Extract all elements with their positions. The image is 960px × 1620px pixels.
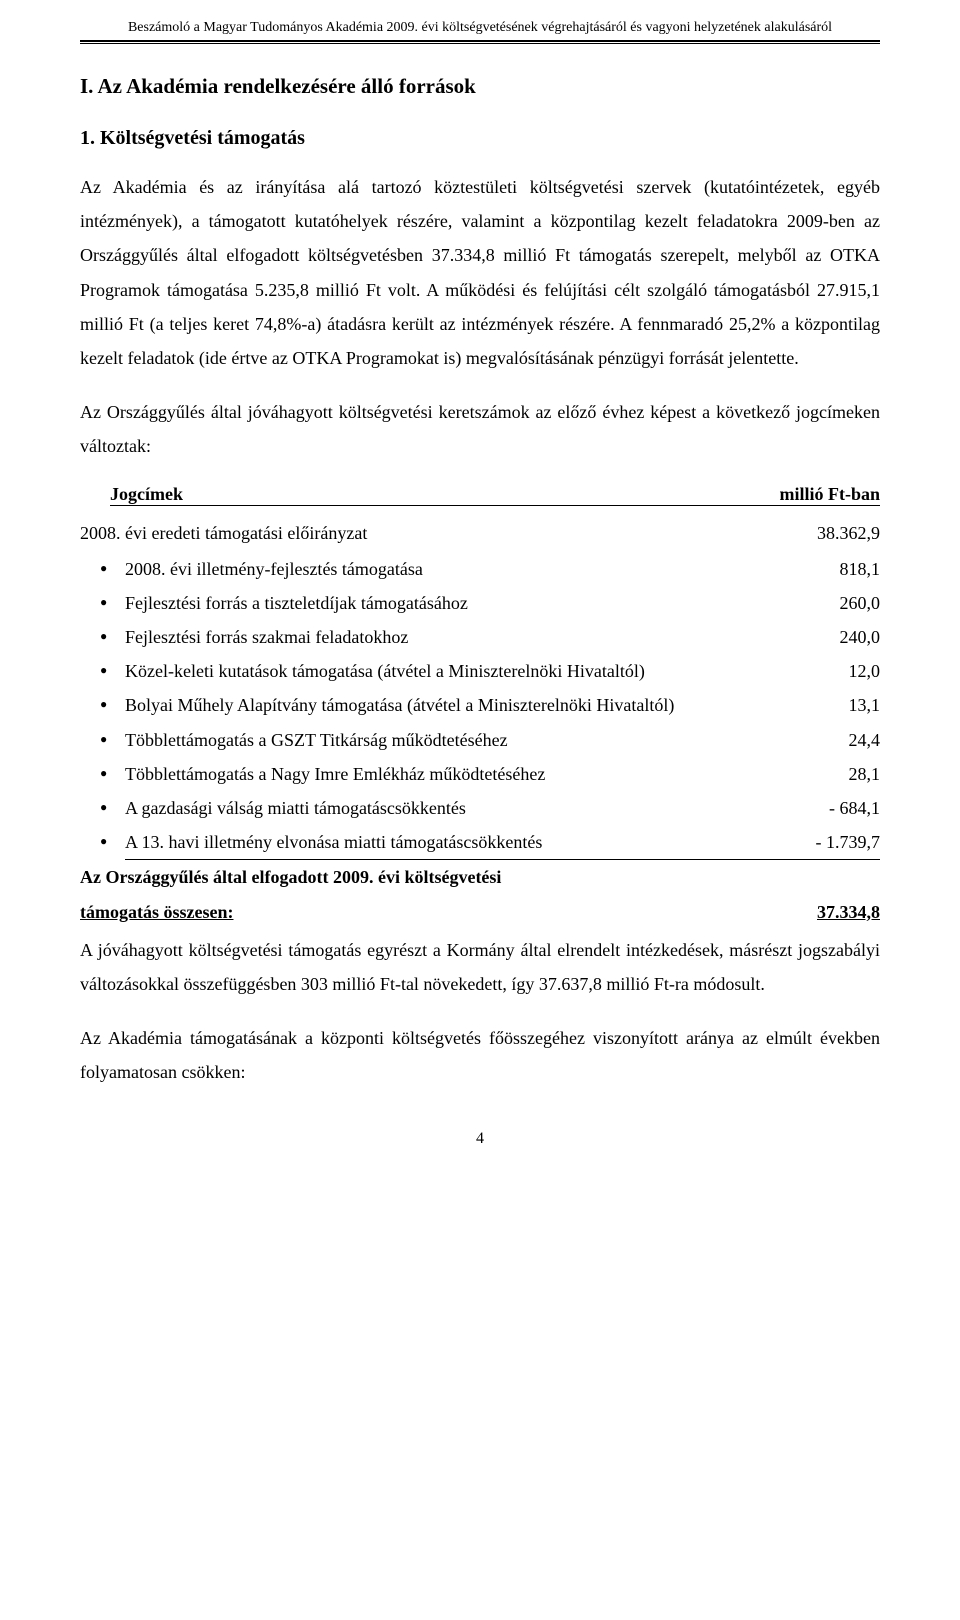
- paragraph-1: Az Akadémia és az irányítása alá tartozó…: [80, 170, 880, 375]
- table-main-value: 38.362,9: [817, 516, 880, 550]
- bullet-list: 2008. évi illetmény-fejlesztés támogatás…: [80, 552, 880, 861]
- table-header-left: Jogcímek: [110, 484, 183, 505]
- bullet-value: 24,4: [790, 723, 880, 757]
- table-main-label: 2008. évi eredeti támogatási előirányzat: [80, 516, 367, 550]
- bullet-label: Többlettámogatás a Nagy Imre Emlékház mű…: [125, 757, 790, 791]
- paragraph-2: Az Országgyűlés által jóváhagyott költsé…: [80, 395, 880, 463]
- table-header-row: Jogcímek millió Ft-ban: [110, 484, 880, 506]
- bullet-label: 2008. évi illetmény-fejlesztés támogatás…: [125, 552, 790, 586]
- bullet-label: Többlettámogatás a GSZT Titkárság működt…: [125, 723, 790, 757]
- bullet-value: 818,1: [790, 552, 880, 586]
- document-header-title: Beszámoló a Magyar Tudományos Akadémia 2…: [80, 20, 880, 36]
- bullet-value: 13,1: [790, 688, 880, 722]
- paragraph-3: A jóváhagyott költségvetési támogatás eg…: [80, 933, 880, 1001]
- subsection-title: 1. Költségvetési támogatás: [80, 127, 880, 150]
- bullet-label: A gazdasági válság miatti támogatáscsökk…: [125, 791, 790, 825]
- page-number: 4: [80, 1130, 880, 1148]
- list-item: Fejlesztési forrás szakmai feladatokhoz …: [125, 620, 880, 654]
- bullet-value: 28,1: [790, 757, 880, 791]
- bullet-label: Fejlesztési forrás szakmai feladatokhoz: [125, 620, 790, 654]
- list-item: A 13. havi illetmény elvonása miatti tám…: [125, 825, 880, 860]
- list-item: Többlettámogatás a GSZT Titkárság működt…: [125, 723, 880, 757]
- list-item: Közel-keleti kutatások támogatása (átvét…: [125, 654, 880, 688]
- bullet-value: - 1.739,7: [790, 825, 880, 859]
- bullet-value: 12,0: [790, 654, 880, 688]
- list-item: Bolyai Műhely Alapítvány támogatása (átv…: [125, 688, 880, 722]
- list-item: A gazdasági válság miatti támogatáscsökk…: [125, 791, 880, 825]
- paragraph-4: Az Akadémia támogatásának a központi köl…: [80, 1021, 880, 1089]
- header-divider: [80, 40, 880, 44]
- total-label-line2: támogatás összesen:: [80, 895, 233, 929]
- list-item: Többlettámogatás a Nagy Imre Emlékház mű…: [125, 757, 880, 791]
- section-title: I. Az Akadémia rendelkezésére álló forrá…: [80, 74, 880, 99]
- bullet-label: Közel-keleti kutatások támogatása (átvét…: [125, 654, 790, 688]
- list-item: 2008. évi illetmény-fejlesztés támogatás…: [125, 552, 880, 586]
- total-label-line1: Az Országgyűlés által elfogadott 2009. é…: [80, 860, 880, 894]
- table-main-row: 2008. évi eredeti támogatási előirányzat…: [80, 516, 880, 550]
- bullet-label: A 13. havi illetmény elvonása miatti tám…: [125, 825, 790, 859]
- bullet-value: 260,0: [790, 586, 880, 620]
- bullet-label: Fejlesztési forrás a tiszteletdíjak támo…: [125, 586, 790, 620]
- bullet-label: Bolyai Műhely Alapítvány támogatása (átv…: [125, 688, 790, 722]
- total-section: Az Országgyűlés által elfogadott 2009. é…: [80, 860, 880, 928]
- bullet-value: - 684,1: [790, 791, 880, 825]
- table-header-right: millió Ft-ban: [779, 484, 880, 505]
- bullet-value: 240,0: [790, 620, 880, 654]
- total-value: 37.334,8: [817, 895, 880, 929]
- list-item: Fejlesztési forrás a tiszteletdíjak támo…: [125, 586, 880, 620]
